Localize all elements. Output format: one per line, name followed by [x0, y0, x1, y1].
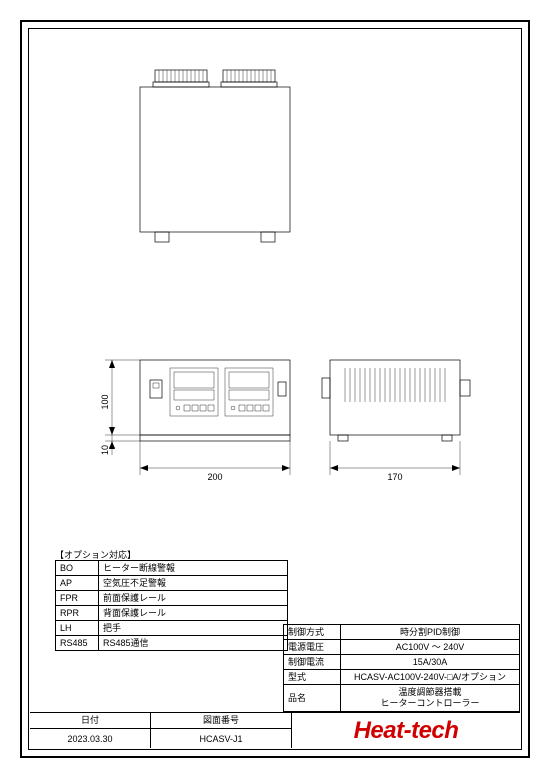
option-desc: 把手	[99, 621, 288, 636]
option-code: LH	[56, 621, 99, 636]
spec-table: 制御方式時分割PID制御電源電圧AC100V ～ 240V制御電流15A/30A…	[283, 624, 520, 712]
spec-row: 品名温度調節器搭載ヒーターコントローラー	[284, 685, 520, 712]
options-row: RS485RS485通信	[56, 636, 288, 651]
spec-value: 温度調節器搭載ヒーターコントローラー	[341, 685, 520, 712]
spec-label: 品名	[284, 685, 341, 712]
option-desc: ヒーター断線警報	[99, 561, 288, 576]
spec-value: AC100V ～ 240V	[341, 640, 520, 655]
option-desc: 空気圧不足警報	[99, 576, 288, 591]
options-row: RPR背面保護レール	[56, 606, 288, 621]
title-block: 日付 2023.03.30 図面番号 HCASV-J1 Heat-tech	[30, 712, 520, 748]
spec-label: 制御方式	[284, 625, 341, 640]
option-desc: 背面保護レール	[99, 606, 288, 621]
option-code: FPR	[56, 591, 99, 606]
dim-offset: 10	[100, 445, 110, 455]
spec-value: 15A/30A	[341, 655, 520, 670]
options-table: BOヒーター断線警報AP空気圧不足警報FPR前面保護レールRPR背面保護レールL…	[55, 560, 288, 651]
front-side-views: 100 10 200	[30, 330, 520, 530]
option-desc: 前面保護レール	[99, 591, 288, 606]
spec-label: 電源電圧	[284, 640, 341, 655]
drawno-label: 図面番号	[151, 713, 291, 729]
dim-side-width: 170	[387, 472, 402, 482]
spec-row: 型式HCASV-AC100V-240V-□A/オプション	[284, 670, 520, 685]
spec-row: 電源電圧AC100V ～ 240V	[284, 640, 520, 655]
options-row: BOヒーター断線警報	[56, 561, 288, 576]
spec-label: 制御電流	[284, 655, 341, 670]
option-code: RPR	[56, 606, 99, 621]
option-code: BO	[56, 561, 99, 576]
spec-value: HCASV-AC100V-240V-□A/オプション	[341, 670, 520, 685]
option-code: RS485	[56, 636, 99, 651]
spec-label: 型式	[284, 670, 341, 685]
options-row: LH把手	[56, 621, 288, 636]
top-view	[30, 50, 520, 300]
spec-row: 制御方式時分割PID制御	[284, 625, 520, 640]
logo: Heat-tech	[292, 713, 520, 748]
spec-value: 時分割PID制御	[341, 625, 520, 640]
options-row: AP空気圧不足警報	[56, 576, 288, 591]
option-desc: RS485通信	[99, 636, 288, 651]
option-code: AP	[56, 576, 99, 591]
dim-front-width: 200	[207, 472, 222, 482]
dim-height: 100	[100, 394, 110, 409]
date-value: 2023.03.30	[30, 729, 150, 748]
date-label: 日付	[30, 713, 150, 729]
options-row: FPR前面保護レール	[56, 591, 288, 606]
spec-row: 制御電流15A/30A	[284, 655, 520, 670]
drawno-value: HCASV-J1	[151, 729, 291, 748]
